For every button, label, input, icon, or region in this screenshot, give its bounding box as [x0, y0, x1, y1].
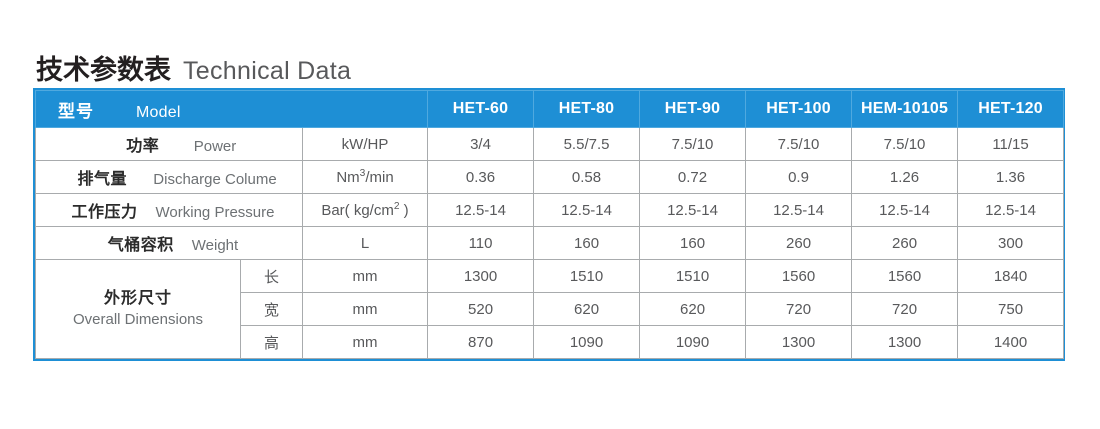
row-label-discharge-colume-cn: 排气量: [77, 171, 128, 188]
dimension-sublabel-height: 高: [240, 325, 303, 359]
cell-length-het-100: 1560: [745, 259, 853, 293]
header-model-hem-10105: HEM-10105: [851, 90, 959, 128]
row-label-weight-en: Weight: [191, 237, 239, 254]
row-unit-weight: L: [301, 226, 429, 260]
dimension-unit-width: mm: [301, 292, 429, 326]
table-row-working-pressure: 工作压力 Working Pressure Bar( kg/cm2 ) 12.5-…: [35, 193, 1065, 227]
cell-weight-het-80: 160: [533, 226, 641, 260]
unit-prefix: Bar( kg/cm: [321, 202, 394, 219]
cell-pressure-hem-10105: 12.5-14: [851, 193, 959, 227]
row-label-working-pressure-en: Working Pressure: [155, 204, 275, 221]
page-title-en: Technical Data: [183, 57, 352, 85]
row-label-discharge-colume: 排气量 Discharge Colume: [35, 160, 303, 194]
cell-width-hem-10105: 720: [851, 292, 959, 326]
cell-discharge-het-90: 0.72: [639, 160, 747, 194]
row-unit-power: kW/HP: [301, 127, 429, 161]
dimension-unit-length: mm: [301, 259, 429, 293]
cell-discharge-het-120: 1.36: [957, 160, 1065, 194]
unit-superscript: 2: [393, 201, 400, 212]
cell-pressure-het-120: 12.5-14: [957, 193, 1065, 227]
cell-length-hem-10105: 1560: [851, 259, 959, 293]
header-model-het-80: HET-80: [533, 90, 641, 128]
cell-power-het-100: 7.5/10: [745, 127, 853, 161]
cell-power-het-80: 5.5/7.5: [533, 127, 641, 161]
cell-weight-hem-10105: 260: [851, 226, 959, 260]
header-model-label-cn: 型号: [58, 101, 94, 121]
table-row-dimension-length: 外形尺寸 Overall Dimensions 长 mm 1300 1510 1…: [35, 259, 1065, 359]
row-label-overall-dimensions-en: Overall Dimensions: [72, 310, 204, 328]
row-label-working-pressure: 工作压力 Working Pressure: [35, 193, 303, 227]
table-row-discharge-colume: 排气量 Discharge Colume Nm3/min 0.36 0.58 0.…: [35, 160, 1065, 194]
technical-data-table: 型号 Model HET-60 HET-80 HET-90 HET-100 HEM…: [34, 90, 1065, 359]
cell-discharge-het-80: 0.58: [533, 160, 641, 194]
cell-width-het-80: 620: [533, 292, 641, 326]
cell-width-het-120: 750: [957, 292, 1065, 326]
table-row-power: 功率 Power kW/HP 3/4 5.5/7.5 7.5/10 7.5/10 …: [35, 127, 1065, 161]
cell-weight-het-100: 260: [745, 226, 853, 260]
unit-suffix: /min: [365, 169, 394, 186]
page-title: 技术参数表 Technical Data: [36, 48, 351, 87]
dimension-sublabel-width: 宽: [240, 292, 303, 326]
cell-weight-het-60: 110: [427, 226, 535, 260]
cell-power-het-60: 3/4: [427, 127, 535, 161]
cell-height-het-100: 1300: [745, 325, 853, 359]
cell-pressure-het-90: 12.5-14: [639, 193, 747, 227]
header-model-label-en: Model: [136, 103, 181, 121]
cell-height-het-90: 1090: [639, 325, 747, 359]
row-label-discharge-colume-en: Discharge Colume: [153, 171, 277, 188]
cell-pressure-het-60: 12.5-14: [427, 193, 535, 227]
technical-data-table-wrapper: 型号 Model HET-60 HET-80 HET-90 HET-100 HEM…: [33, 88, 1065, 361]
row-label-power-cn: 功率: [126, 138, 160, 155]
cell-width-het-60: 520: [427, 292, 535, 326]
cell-length-het-90: 1510: [639, 259, 747, 293]
cell-height-hem-10105: 1300: [851, 325, 959, 359]
cell-height-het-80: 1090: [533, 325, 641, 359]
table-row-weight: 气桶容积 Weight L 110 160 160 260 260 300: [35, 226, 1065, 260]
page-title-cn: 技术参数表: [36, 55, 171, 85]
dimension-unit-height: mm: [301, 325, 429, 359]
row-label-overall-dimensions-cn: 外形尺寸: [103, 289, 172, 307]
cell-pressure-het-80: 12.5-14: [533, 193, 641, 227]
row-label-power: 功率 Power: [35, 127, 303, 161]
cell-weight-het-90: 160: [639, 226, 747, 260]
cell-length-het-80: 1510: [533, 259, 641, 293]
header-model-het-100: HET-100: [745, 90, 853, 128]
cell-discharge-hem-10105: 1.26: [851, 160, 959, 194]
row-label-weight-cn: 气桶容积: [107, 237, 174, 254]
unit-superscript: 3: [359, 168, 366, 179]
cell-length-het-60: 1300: [427, 259, 535, 293]
cell-power-hem-10105: 7.5/10: [851, 127, 959, 161]
cell-discharge-het-100: 0.9: [745, 160, 853, 194]
cell-height-het-120: 1400: [957, 325, 1065, 359]
header-model-het-60: HET-60: [427, 90, 535, 128]
row-unit-discharge-colume: Nm3/min: [301, 160, 429, 194]
table-header-row: 型号 Model HET-60 HET-80 HET-90 HET-100 HEM…: [34, 90, 1065, 128]
row-unit-working-pressure: Bar( kg/cm2 ): [301, 193, 429, 227]
dimension-sublabel-length: 长: [240, 259, 303, 293]
table-row-dimension-height: 高 mm 870 1090 1090 1300 1300 1400: [36, 325, 1065, 359]
table-row-dimension-width: 宽 mm 520 620 620 720 720 750: [36, 292, 1065, 326]
header-model-het-120: HET-120: [957, 90, 1065, 128]
row-label-working-pressure-cn: 工作压力: [71, 204, 138, 221]
cell-height-het-60: 870: [427, 325, 535, 359]
unit-prefix: Nm: [336, 169, 360, 186]
cell-length-het-120: 1840: [957, 259, 1065, 293]
cell-power-het-90: 7.5/10: [639, 127, 747, 161]
cell-width-het-100: 720: [745, 292, 853, 326]
cell-width-het-90: 620: [639, 292, 747, 326]
row-label-weight: 气桶容积 Weight: [35, 226, 303, 260]
unit-suffix: ): [399, 202, 409, 219]
header-model-cell: 型号 Model: [34, 90, 429, 128]
row-label-overall-dimensions: 外形尺寸 Overall Dimensions: [35, 259, 241, 359]
cell-discharge-het-60: 0.36: [427, 160, 535, 194]
cell-weight-het-120: 300: [957, 226, 1065, 260]
header-model-het-90: HET-90: [639, 90, 747, 128]
cell-power-het-120: 11/15: [957, 127, 1065, 161]
row-label-power-en: Power: [193, 138, 237, 155]
cell-pressure-het-100: 12.5-14: [745, 193, 853, 227]
